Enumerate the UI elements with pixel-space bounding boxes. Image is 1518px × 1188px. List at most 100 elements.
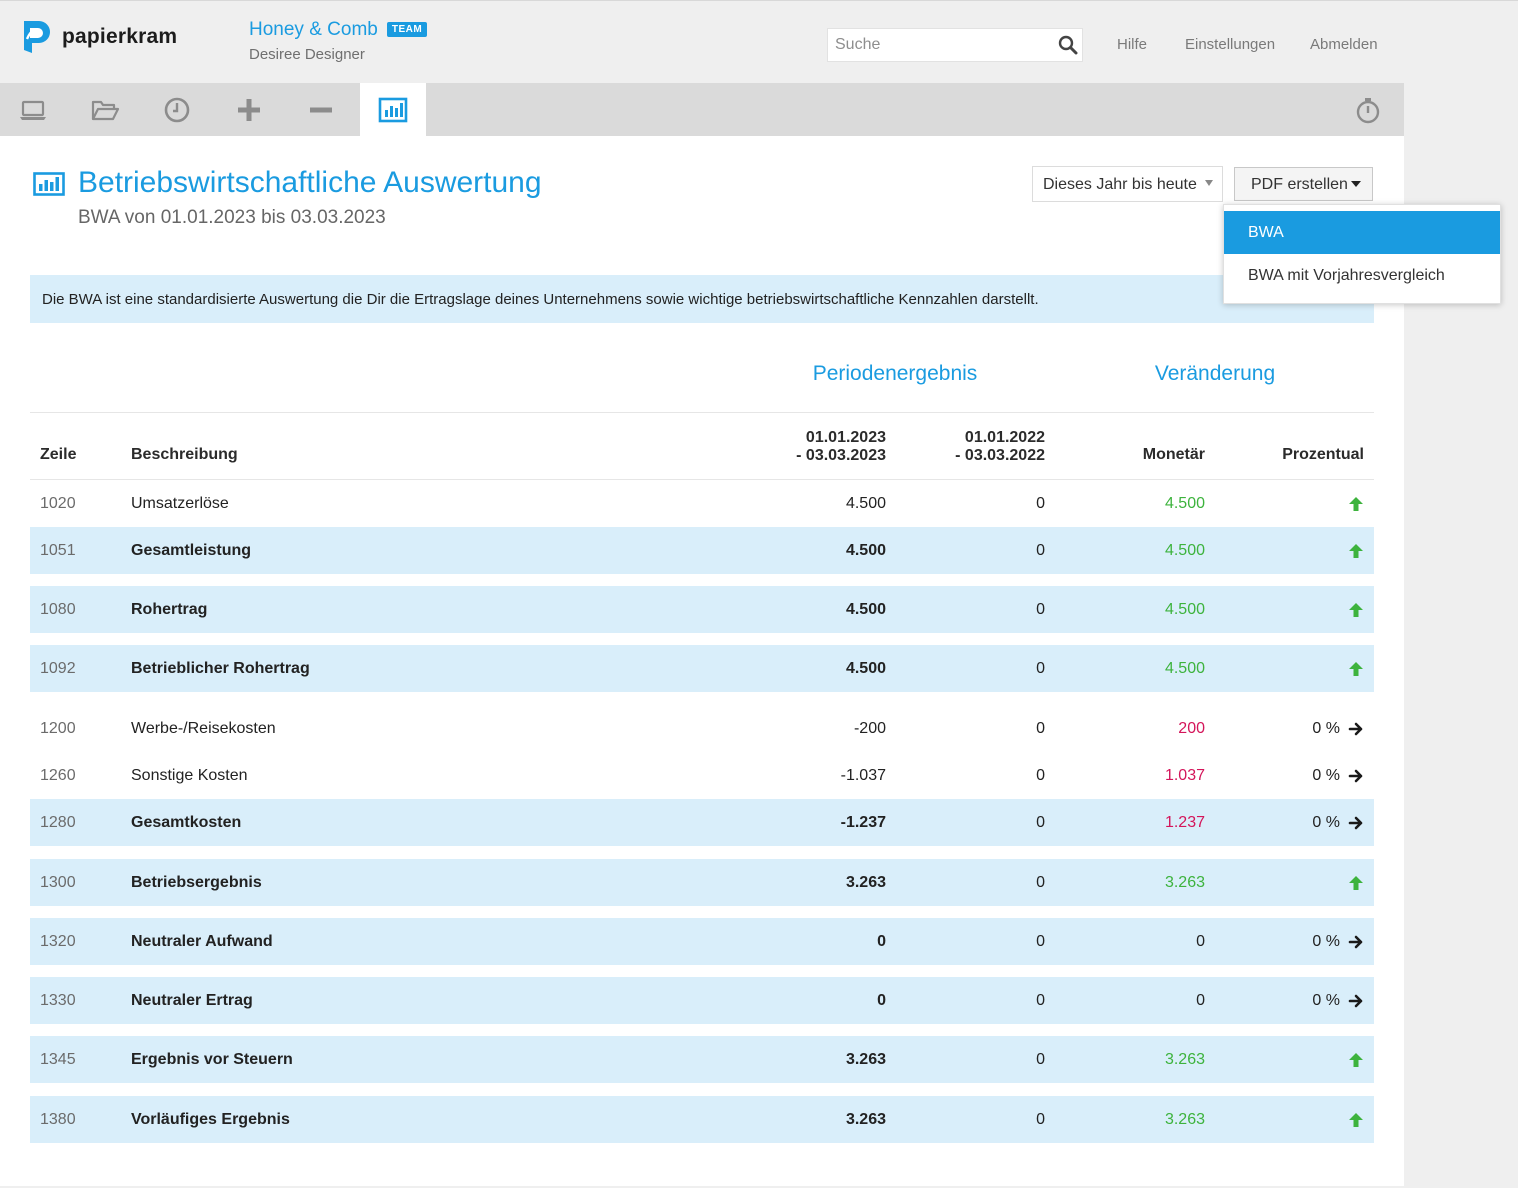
row-current-value: 4.500 — [845, 601, 886, 618]
row-current-value: 3.263 — [845, 874, 886, 891]
divider — [30, 412, 1374, 413]
laptop-icon — [20, 100, 46, 120]
table-row[interactable]: 1320 Neutraler Aufwand 0 0 0 0 % — [30, 918, 1374, 965]
pdf-dropdown-menu: BWA BWA mit Vorjahresvergleich — [1223, 204, 1501, 304]
row-current-value: 4.500 — [845, 542, 886, 559]
arrow-up-icon — [1349, 603, 1363, 617]
row-zeile: 1260 — [40, 767, 76, 784]
row-description: Gesamtleistung — [131, 542, 252, 559]
row-previous-value: 0 — [1036, 1111, 1045, 1128]
toolbar-documents[interactable] — [72, 83, 138, 136]
row-previous-value: 0 — [1036, 495, 1045, 512]
row-previous-value: 0 — [1036, 767, 1045, 784]
column-header-beschreibung: Beschreibung — [131, 446, 238, 463]
row-current-value: 4.500 — [845, 660, 886, 677]
arrow-up-icon — [1349, 544, 1363, 558]
table-row[interactable]: 1200 Werbe-/Reisekosten -200 0 200 0 % — [30, 705, 1374, 752]
row-percent-change: 0 % — [1312, 933, 1340, 950]
bar-chart-icon — [378, 97, 408, 122]
info-box: Die BWA ist eine standardisierte Auswert… — [30, 275, 1374, 323]
row-monetary-change: 0 — [1196, 992, 1205, 1009]
toolbar-time[interactable] — [144, 83, 210, 136]
plus-icon — [238, 98, 260, 121]
row-monetary-change: 0 — [1196, 933, 1205, 950]
group-header-change: Veränderung — [1154, 362, 1276, 385]
table-row[interactable]: 1280 Gesamtkosten -1.237 0 1.237 0 % — [30, 799, 1374, 846]
brand-name: papierkram — [62, 25, 178, 48]
papierkram-logo[interactable]: papierkram — [18, 17, 177, 57]
current-period-end: - 03.03.2023 — [796, 447, 886, 464]
pdf-menu-item-bwa-vorjahr[interactable]: BWA mit Vorjahresvergleich — [1248, 267, 1445, 284]
row-current-value: -1.037 — [840, 767, 886, 784]
table-row[interactable]: 1051 Gesamtleistung 4.500 0 4.500 — [30, 527, 1374, 574]
report-panel: Betriebswirtschaftliche Auswertung BWA v… — [0, 136, 1501, 1186]
arrow-right-icon — [1348, 994, 1363, 1008]
team-badge: TEAM — [386, 22, 428, 37]
row-zeile: 1330 — [40, 992, 76, 1009]
stopwatch-icon — [1356, 97, 1380, 123]
row-previous-value: 0 — [1036, 814, 1045, 831]
logout-link[interactable]: Abmelden — [1310, 36, 1378, 53]
row-zeile: 1020 — [40, 495, 76, 512]
toolbar-reports[interactable] — [360, 83, 426, 136]
previous-period-end: - 03.03.2022 — [955, 447, 1045, 464]
row-percent-change: 0 % — [1312, 720, 1340, 737]
pdf-create-button[interactable]: PDF erstellen — [1234, 167, 1373, 201]
row-zeile: 1092 — [40, 660, 76, 677]
papierkram-logo-icon — [24, 21, 50, 53]
settings-link[interactable]: Einstellungen — [1185, 36, 1276, 53]
row-zeile: 1280 — [40, 814, 76, 831]
column-header-monetaer: Monetär — [1142, 446, 1205, 463]
row-description: Umsatzerlöse — [131, 495, 229, 512]
search-box — [827, 28, 1083, 62]
row-monetary-change: 3.263 — [1164, 1051, 1205, 1068]
search-input[interactable] — [828, 29, 1048, 61]
row-percent-change: 0 % — [1312, 814, 1340, 831]
row-monetary-change: 3.263 — [1164, 1111, 1205, 1128]
arrow-up-icon — [1349, 662, 1363, 676]
search-icon[interactable] — [1058, 35, 1078, 55]
table-row[interactable]: 1300 Betriebsergebnis 3.263 0 3.263 — [30, 859, 1374, 906]
row-current-value: 3.263 — [845, 1111, 886, 1128]
toolbar-income[interactable] — [216, 83, 282, 136]
previous-period-start: 01.01.2022 — [964, 429, 1045, 446]
main-toolbar — [0, 83, 1404, 136]
caret-down-icon — [1350, 181, 1361, 187]
row-previous-value: 0 — [1036, 720, 1045, 737]
row-previous-value: 0 — [1036, 1051, 1045, 1068]
period-select[interactable]: Dieses Jahr bis heute — [1032, 166, 1223, 202]
pdf-button-label: PDF erstellen — [1251, 176, 1348, 193]
column-header-current-period: 01.01.2023 - 03.03.2023 — [796, 429, 886, 465]
table-row[interactable]: 1380 Vorläufiges Ergebnis 3.263 0 3.263 — [30, 1096, 1374, 1143]
toolbar-dashboard[interactable] — [0, 83, 66, 136]
minus-icon — [310, 107, 332, 112]
row-description: Betrieblicher Rohertrag — [131, 660, 310, 677]
column-header-prozentual: Prozentual — [1282, 446, 1364, 463]
toolbar-expenses[interactable] — [288, 83, 354, 136]
app-header: papierkram Honey & Comb TEAM Desiree Desi… — [0, 0, 1518, 83]
row-percent-change: 0 % — [1312, 992, 1340, 1009]
page-title: Betriebswirtschaftliche Auswertung — [78, 166, 542, 199]
table-row[interactable]: 1020 Umsatzerlöse 4.500 0 4.500 — [30, 480, 1374, 527]
row-current-value: -1.237 — [840, 814, 886, 831]
toolbar-timer[interactable] — [1335, 83, 1401, 136]
row-monetary-change: 1.037 — [1164, 767, 1205, 784]
help-link[interactable]: Hilfe — [1117, 36, 1148, 53]
chevron-down-icon — [1205, 180, 1213, 186]
pdf-menu-item-bwa[interactable]: BWA — [1224, 211, 1500, 254]
group-header-period: Periodenergebnis — [812, 362, 978, 385]
table-row[interactable]: 1345 Ergebnis vor Steuern 3.263 0 3.263 — [30, 1036, 1374, 1083]
row-zeile: 1051 — [40, 542, 76, 559]
table-row[interactable]: 1330 Neutraler Ertrag 0 0 0 0 % — [30, 977, 1374, 1024]
table-row[interactable]: 1080 Rohertrag 4.500 0 4.500 — [30, 586, 1374, 633]
table-row[interactable]: 1092 Betrieblicher Rohertrag 4.500 0 4.500 — [30, 645, 1374, 692]
row-current-value: 3.263 — [845, 1051, 886, 1068]
row-previous-value: 0 — [1036, 933, 1045, 950]
row-previous-value: 0 — [1036, 992, 1045, 1009]
row-monetary-change: 200 — [1178, 720, 1205, 737]
row-monetary-change: 4.500 — [1164, 495, 1205, 512]
company-name[interactable]: Honey & Comb — [249, 19, 378, 40]
table-row[interactable]: 1260 Sonstige Kosten -1.037 0 1.037 0 % — [30, 752, 1374, 799]
row-current-value: -200 — [853, 720, 886, 737]
row-monetary-change: 4.500 — [1164, 660, 1205, 677]
